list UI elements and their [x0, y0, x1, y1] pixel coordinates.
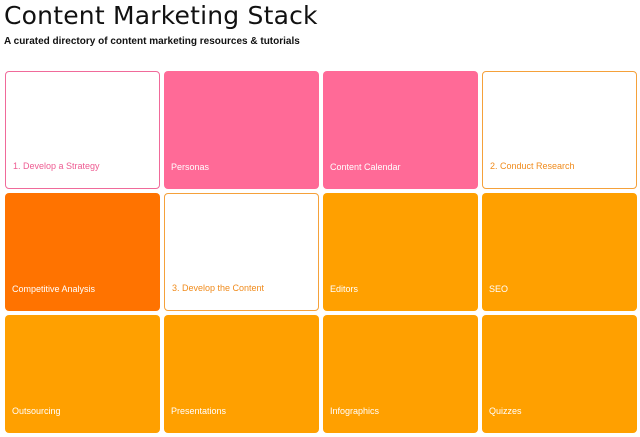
tile-presentations[interactable]: Presentations: [164, 315, 319, 433]
tile-outsourcing[interactable]: Outsourcing: [5, 315, 160, 433]
tile-label: 1. Develop a Strategy: [13, 161, 100, 171]
tile-develop-strategy[interactable]: 1. Develop a Strategy: [5, 71, 160, 189]
page-title: Content Marketing Stack: [4, 1, 318, 30]
tile-grid: 1. Develop a Strategy Personas Content C…: [5, 71, 637, 433]
tile-label: Personas: [171, 162, 210, 172]
page-subtitle: A curated directory of content marketing…: [4, 36, 300, 47]
tile-quizzes[interactable]: Quizzes: [482, 315, 637, 433]
tile-label: 3. Develop the Content: [172, 283, 265, 293]
tile-label: Presentations: [171, 406, 227, 416]
tile-label: Quizzes: [489, 406, 522, 416]
tile-label: SEO: [489, 284, 509, 294]
tile-label: Infographics: [330, 406, 380, 416]
tile-label: Editors: [330, 284, 359, 294]
tile-conduct-research[interactable]: 2. Conduct Research: [482, 71, 637, 189]
tile-editors[interactable]: Editors: [323, 193, 478, 311]
tile-label: Competitive Analysis: [12, 284, 96, 294]
tile-seo[interactable]: SEO: [482, 193, 637, 311]
tile-label: 2. Conduct Research: [490, 161, 575, 171]
tile-competitive-analysis[interactable]: Competitive Analysis: [5, 193, 160, 311]
tile-develop-content[interactable]: 3. Develop the Content: [164, 193, 319, 311]
tile-content-calendar[interactable]: Content Calendar: [323, 71, 478, 189]
tile-label: Outsourcing: [12, 406, 61, 416]
tile-personas[interactable]: Personas: [164, 71, 319, 189]
tile-infographics[interactable]: Infographics: [323, 315, 478, 433]
tile-label: Content Calendar: [330, 162, 401, 172]
